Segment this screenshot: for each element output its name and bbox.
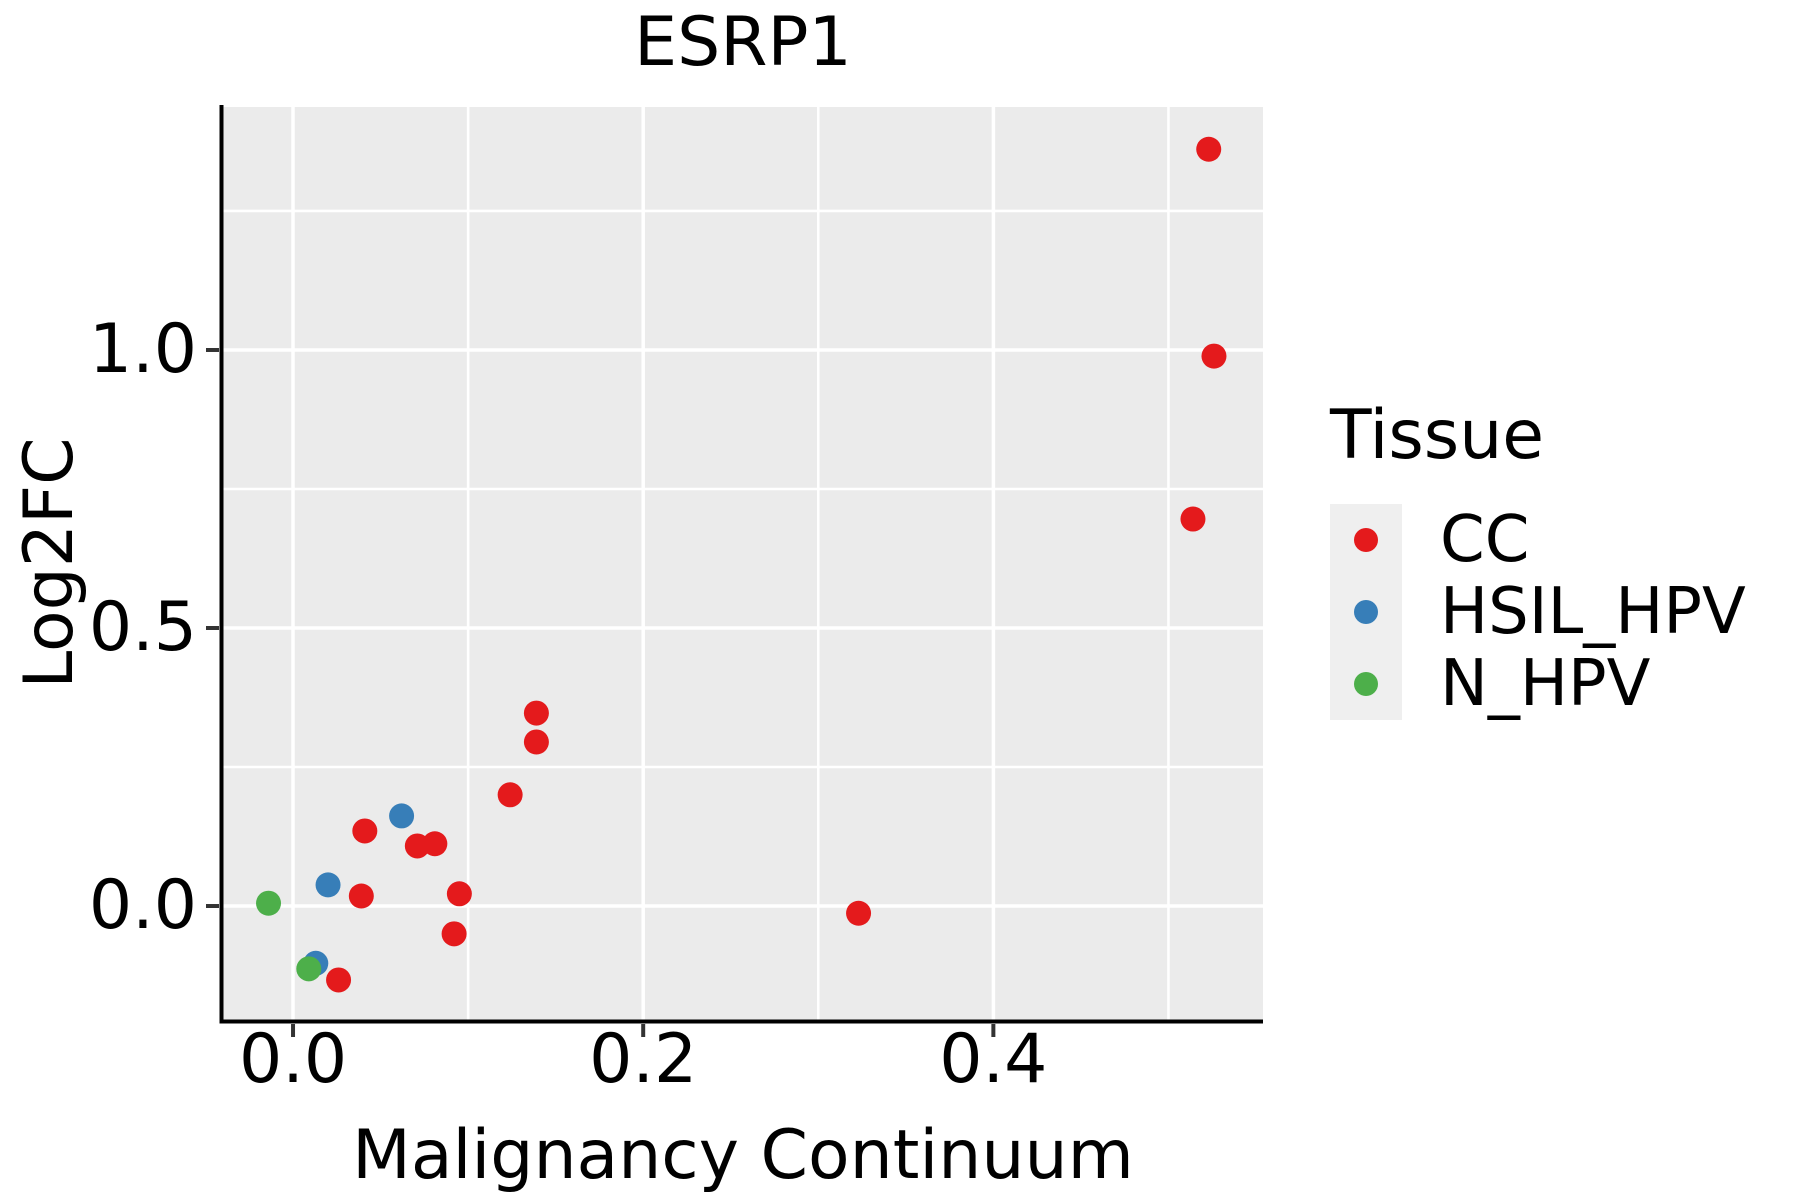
data-point-CC	[523, 700, 549, 726]
legend-label: N_HPV	[1440, 647, 1651, 721]
x-tick-label: 0.2	[589, 1020, 698, 1099]
data-point-CC	[846, 900, 872, 926]
y-tick-label: 0.0	[88, 866, 197, 945]
legend-key	[1330, 576, 1402, 648]
data-point-HSIL_HPV	[389, 803, 415, 829]
data-point-N_HPV	[296, 956, 322, 982]
legend-entry-CC: CC	[1330, 504, 1529, 576]
data-point-CC	[441, 921, 467, 947]
chart-title: ESRP1	[634, 3, 852, 82]
legend-entry-N_HPV: N_HPV	[1330, 648, 1650, 720]
plot-panel	[223, 107, 1263, 1020]
data-point-CC	[1180, 506, 1206, 532]
data-point-CC	[348, 883, 374, 909]
x-tick-label: 0.0	[238, 1020, 348, 1099]
data-point-CC	[1196, 136, 1222, 162]
data-point-CC	[422, 831, 448, 857]
data-point-CC	[523, 729, 549, 755]
legend-title: Tissue	[1330, 396, 1545, 475]
legend-entry-HSIL_HPV: HSIL_HPV	[1330, 576, 1746, 648]
y-tick-label: 1.0	[88, 309, 197, 389]
legend-dot-icon	[1354, 528, 1378, 552]
data-point-CC	[326, 967, 352, 993]
legend-label: HSIL_HPV	[1440, 575, 1746, 649]
legend-key	[1330, 504, 1402, 576]
legend-label: CC	[1440, 503, 1530, 577]
data-point-CC	[352, 818, 378, 844]
legend-key	[1330, 648, 1402, 720]
data-point-CC	[1201, 343, 1227, 369]
y-tick-label: 0.5	[88, 587, 197, 667]
data-point-CC	[497, 782, 523, 808]
x-axis-label: Malignancy Continuum	[352, 1116, 1134, 1195]
data-point-CC	[446, 881, 472, 907]
x-tick-label: 0.4	[939, 1020, 1048, 1099]
data-point-N_HPV	[256, 890, 282, 916]
legend-dot-icon	[1354, 672, 1378, 696]
data-point-HSIL_HPV	[315, 872, 341, 898]
legend-dot-icon	[1354, 600, 1378, 624]
